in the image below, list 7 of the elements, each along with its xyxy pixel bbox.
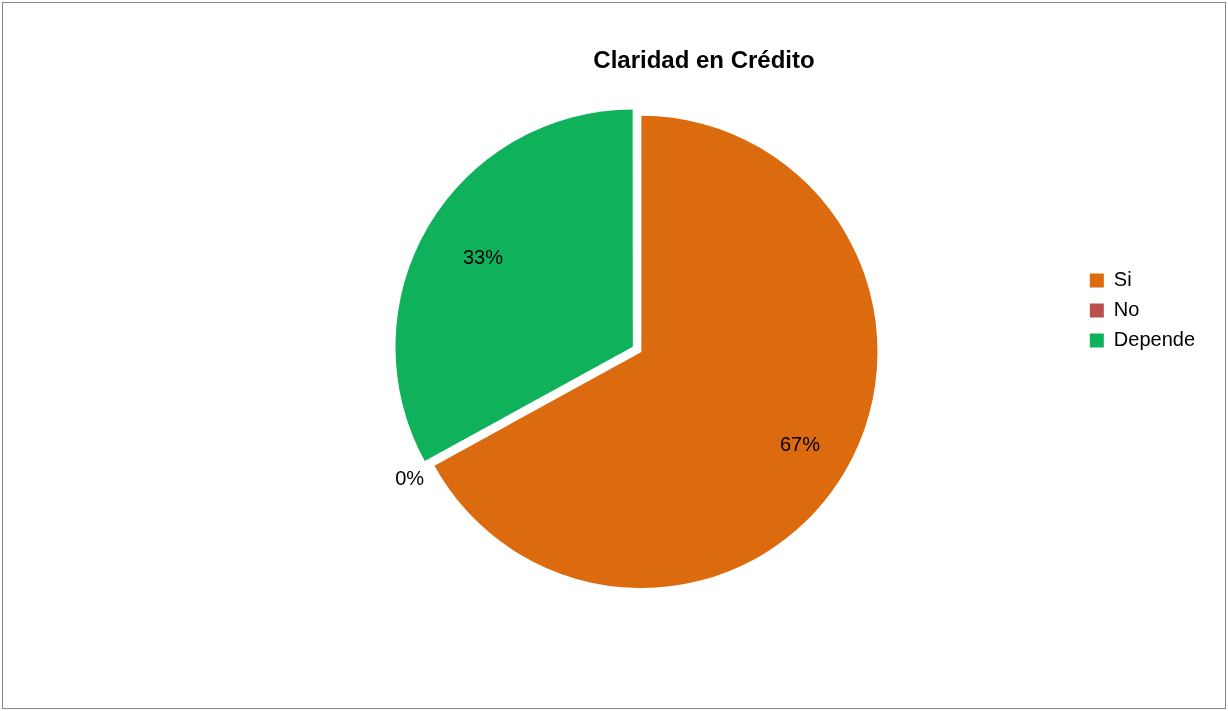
chart-title: Claridad en Crédito bbox=[593, 46, 815, 74]
data-label: 33% bbox=[462, 245, 504, 268]
legend-label: Depende bbox=[1113, 328, 1196, 351]
data-label: 67% bbox=[779, 433, 821, 456]
legend-label: Si bbox=[1113, 268, 1132, 291]
legend-label: No bbox=[1113, 298, 1140, 321]
text: 0% bbox=[395, 466, 425, 489]
